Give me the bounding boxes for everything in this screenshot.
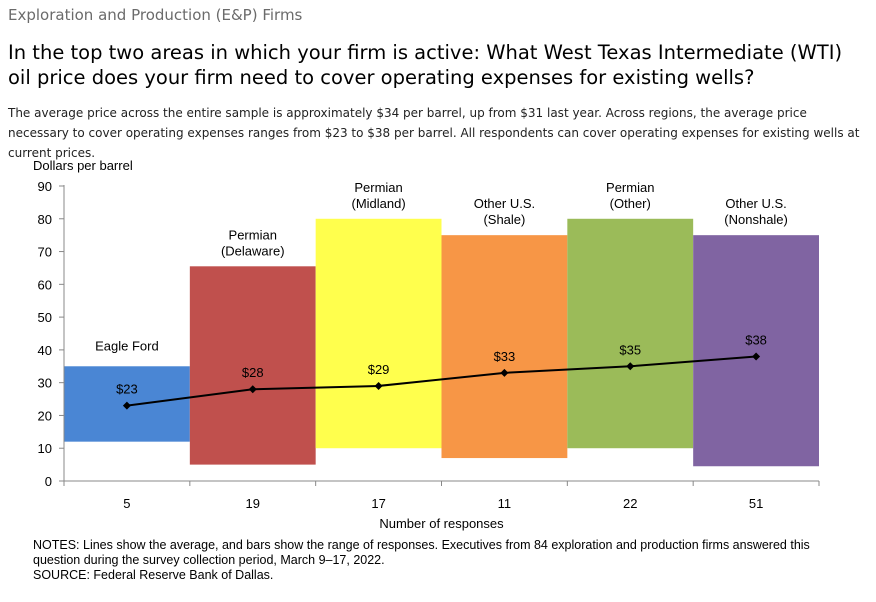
category-label: Permian bbox=[354, 180, 402, 195]
y-tick-label: 20 bbox=[38, 408, 52, 423]
notes-block: NOTES: Lines show the average, and bars … bbox=[33, 538, 833, 583]
axes-layer: Dollars per barrel 0 10 20 30 40 50 60 70 80 90 5 19… bbox=[33, 158, 820, 531]
y-tick-label: 10 bbox=[38, 441, 52, 456]
x-tick-label: 5 bbox=[123, 496, 130, 511]
average-marker bbox=[122, 401, 131, 410]
average-value-label: $28 bbox=[242, 365, 264, 380]
x-tick-label: 51 bbox=[749, 496, 763, 511]
average-line bbox=[126, 355, 757, 407]
section-title: Exploration and Production (E&P) Firms bbox=[8, 6, 303, 24]
range-bar bbox=[567, 218, 694, 449]
average-marker bbox=[752, 352, 761, 361]
source-text: SOURCE: Federal Reserve Bank of Dallas. bbox=[33, 568, 274, 582]
y-tick-label: 40 bbox=[38, 343, 52, 358]
average-marker bbox=[626, 362, 635, 371]
average-value-label: $38 bbox=[745, 332, 767, 347]
category-label: (Other) bbox=[610, 196, 651, 211]
average-value-label: $23 bbox=[116, 382, 138, 397]
range-bar bbox=[189, 266, 316, 465]
y-tick-label: 60 bbox=[38, 277, 52, 292]
range-bar bbox=[315, 218, 442, 449]
category-label: (Midland) bbox=[351, 196, 405, 211]
y-tick-label: 90 bbox=[38, 179, 52, 194]
category-label: Permian bbox=[229, 227, 277, 242]
question-title: In the top two areas in which your firm … bbox=[8, 41, 843, 89]
y-tick-label: 80 bbox=[38, 212, 52, 227]
average-value-label: $33 bbox=[494, 349, 516, 364]
bars-layer bbox=[64, 218, 819, 467]
average-value-label: $35 bbox=[619, 342, 641, 357]
y-tick-label: 50 bbox=[38, 310, 52, 325]
category-label: Eagle Ford bbox=[95, 338, 159, 353]
labels-layer: Eagle FordPermian(Delaware)Permian(Midla… bbox=[95, 180, 788, 354]
range-bar bbox=[441, 235, 568, 459]
y-tick-label: 70 bbox=[38, 245, 52, 260]
range-bar bbox=[693, 235, 819, 467]
category-label: (Delaware) bbox=[221, 243, 285, 258]
notes-text: NOTES: Lines show the average, and bars … bbox=[33, 538, 814, 567]
average-line-layer: $23 $28 $29 $33 $35 $38 bbox=[116, 332, 767, 410]
x-tick-label: 22 bbox=[623, 496, 637, 511]
x-tick-label: 11 bbox=[498, 496, 512, 511]
x-tick-label: 19 bbox=[246, 496, 260, 511]
average-marker bbox=[500, 368, 509, 377]
category-label: (Shale) bbox=[483, 212, 525, 227]
y-tick-label: 30 bbox=[38, 376, 52, 391]
average-marker bbox=[248, 385, 257, 394]
category-label: Other U.S. bbox=[474, 196, 535, 211]
average-value-label: $29 bbox=[368, 362, 390, 377]
category-label: (Nonshale) bbox=[724, 212, 788, 227]
y-axis-title: Dollars per barrel bbox=[33, 158, 133, 173]
y-tick-label: 0 bbox=[45, 474, 52, 489]
category-label: Permian bbox=[606, 180, 654, 195]
intro-text: The average price across the entire samp… bbox=[8, 106, 860, 160]
x-tick-label: 17 bbox=[371, 496, 385, 511]
x-axis-title: Number of responses bbox=[379, 516, 504, 531]
range-bar-chart: Dollars per barrel 0 10 20 30 40 50 60 70 80 90 5 19… bbox=[33, 158, 820, 531]
average-marker bbox=[374, 381, 383, 390]
category-label: Other U.S. bbox=[725, 196, 786, 211]
